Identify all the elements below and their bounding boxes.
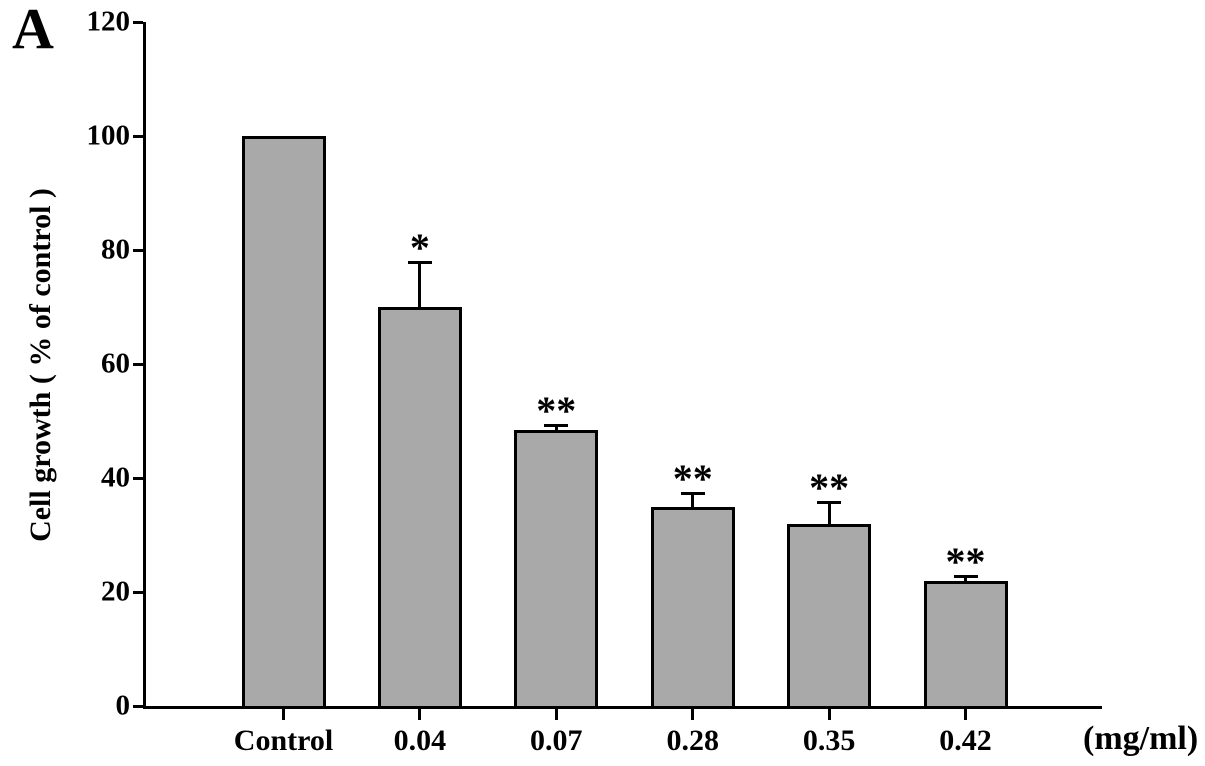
bar-0.42 [923,580,1008,706]
significance-marker: * [409,225,430,271]
error-bar-cap [953,574,978,578]
x-axis-tick [827,709,831,720]
y-axis-tick [133,20,143,24]
error-bar-cap [407,261,432,265]
x-axis-tick [282,709,285,720]
plot-area: 0 20 40 60 80 100 120 Control * 0.04 ** 0.07 ** 0.28 *… [87,7,1102,756]
bar-control [241,136,326,706]
x-axis-tick-label: 0.07 [530,724,583,757]
y-axis-tick [133,476,143,480]
y-axis-title: Cell growth ( % of control ) [24,188,57,542]
bar-0.35 [787,523,872,706]
x-axis-tick-label: 0.04 [393,724,447,757]
error-bar-cap [817,500,842,504]
y-axis-tick-label: 100 [86,119,131,152]
bar-0.28 [650,506,735,706]
error-bar-cap [544,423,569,427]
y-axis-tick [133,134,143,138]
error-bar-line [418,264,422,309]
x-axis-tick-label: 0.28 [666,724,719,757]
significance-marker: ** [672,456,713,502]
bar-0.07 [514,429,599,706]
x-axis-tick-label: 0.35 [802,724,856,757]
significance-marker: ** [536,387,577,433]
y-axis-tick-label: 40 [101,461,130,494]
y-axis-tick-label: 0 [115,689,131,722]
y-axis-tick-label: 20 [101,575,130,608]
bar-0.04 [377,307,462,706]
error-bar-cap [680,492,705,496]
x-axis-tick [691,709,695,720]
x-axis-tick-label: 0.42 [939,724,992,757]
error-bar-line [827,503,831,526]
y-axis-tick-label: 120 [86,5,131,38]
panel-letter-label: A [12,0,54,61]
significance-marker: ** [945,538,986,584]
y-axis-tick [133,704,143,708]
y-axis-tick [133,362,143,366]
x-axis-tick-label: Control [233,724,334,757]
x-axis-tick [418,709,422,720]
y-axis-tick-label: 60 [101,347,130,380]
x-axis-tick [554,709,558,720]
x-axis-unit-label: (mg/ml) [1083,720,1199,757]
x-axis-tick [964,709,967,720]
y-axis-tick [133,590,143,594]
error-bar-line [554,426,558,432]
y-axis-tick-label: 80 [101,233,130,266]
error-bar-line [691,495,695,509]
error-bar-line [964,577,967,583]
significance-marker: ** [809,464,850,510]
y-axis-tick [133,248,143,252]
